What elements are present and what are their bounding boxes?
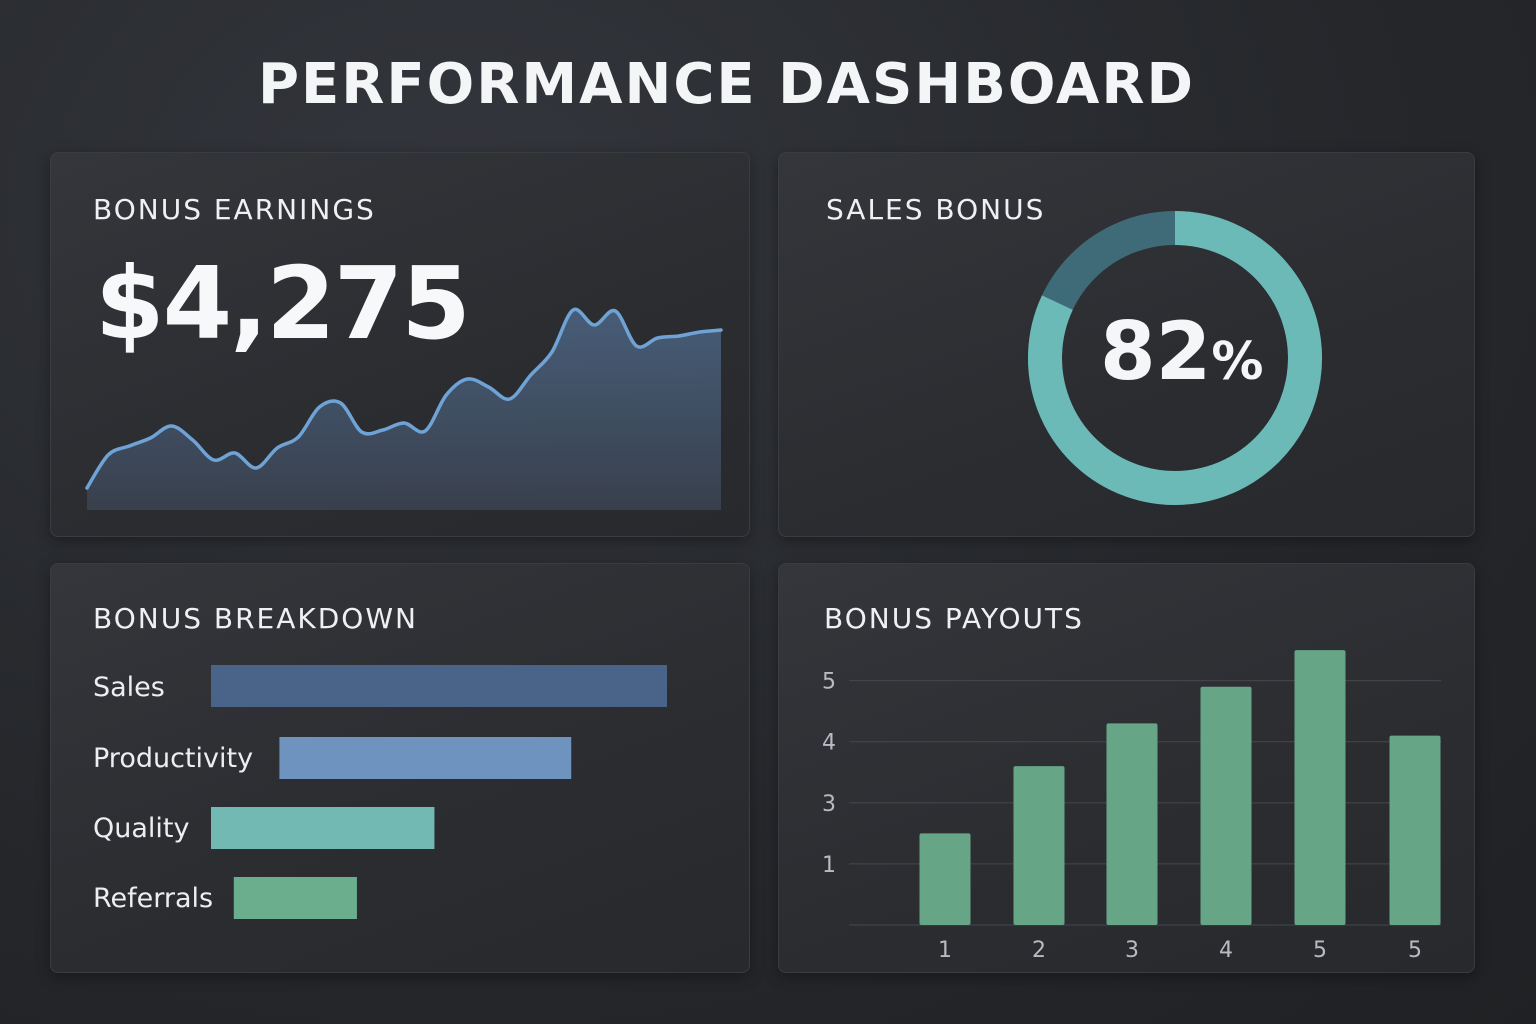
payouts-bar-chart: 1 3 4 5 1 2 3 4 5 5 [822, 650, 1441, 963]
payout-bar [1294, 650, 1346, 925]
bonus-payouts-title: BONUS PAYOUTS [824, 602, 1084, 635]
breakdown-label-productivity: Productivity [93, 743, 254, 774]
earnings-area-chart [85, 307, 723, 510]
payout-bar [1200, 686, 1252, 925]
payout-bar [919, 833, 971, 925]
bonus-breakdown-card: BONUS BREAKDOWN Sales Productivity Quali… [50, 563, 750, 973]
x-tick-label: 2 [1032, 938, 1046, 963]
sales-bonus-title: SALES BONUS [826, 193, 1046, 226]
x-tick-label: 5 [1313, 938, 1327, 963]
sales-bonus-percent: 82% [1100, 305, 1263, 398]
breakdown-label-sales: Sales [93, 672, 165, 703]
y-tick-label: 3 [822, 792, 836, 817]
x-tick-label: 3 [1125, 938, 1139, 963]
breakdown-bar-productivity [279, 737, 572, 779]
page-title: PERFORMANCE DASHBOARD [258, 52, 1195, 117]
percent-number: 82 [1100, 305, 1212, 398]
bonus-breakdown-title: BONUS BREAKDOWN [93, 602, 418, 635]
breakdown-bar-chart [211, 665, 667, 919]
y-tick-label: 5 [822, 670, 836, 695]
bonus-earnings-value: $4,275 [95, 245, 471, 362]
bonus-earnings-title: BONUS EARNINGS [93, 193, 376, 226]
x-tick-label: 5 [1408, 938, 1422, 963]
payout-bar [1106, 723, 1158, 925]
x-tick-label: 1 [938, 938, 952, 963]
breakdown-bar-referrals [233, 877, 357, 919]
x-tick-label: 4 [1219, 938, 1233, 963]
earnings-area [87, 309, 721, 510]
bonus-payouts-card: BONUS PAYOUTS 1 3 4 5 1 2 3 4 5 5 [778, 563, 1475, 973]
breakdown-bar-quality [211, 807, 435, 849]
payout-bar [1013, 766, 1065, 925]
breakdown-bar-sales [211, 665, 667, 707]
y-tick-label: 1 [822, 853, 836, 878]
y-tick-label: 4 [822, 731, 836, 756]
earnings-line [85, 307, 723, 490]
breakdown-label-referrals: Referrals [93, 883, 214, 914]
breakdown-label-quality: Quality [93, 813, 190, 844]
bonus-earnings-card: BONUS EARNINGS $4,275 [50, 152, 750, 537]
payout-bar [1389, 735, 1441, 925]
percent-sign: % [1211, 332, 1264, 392]
